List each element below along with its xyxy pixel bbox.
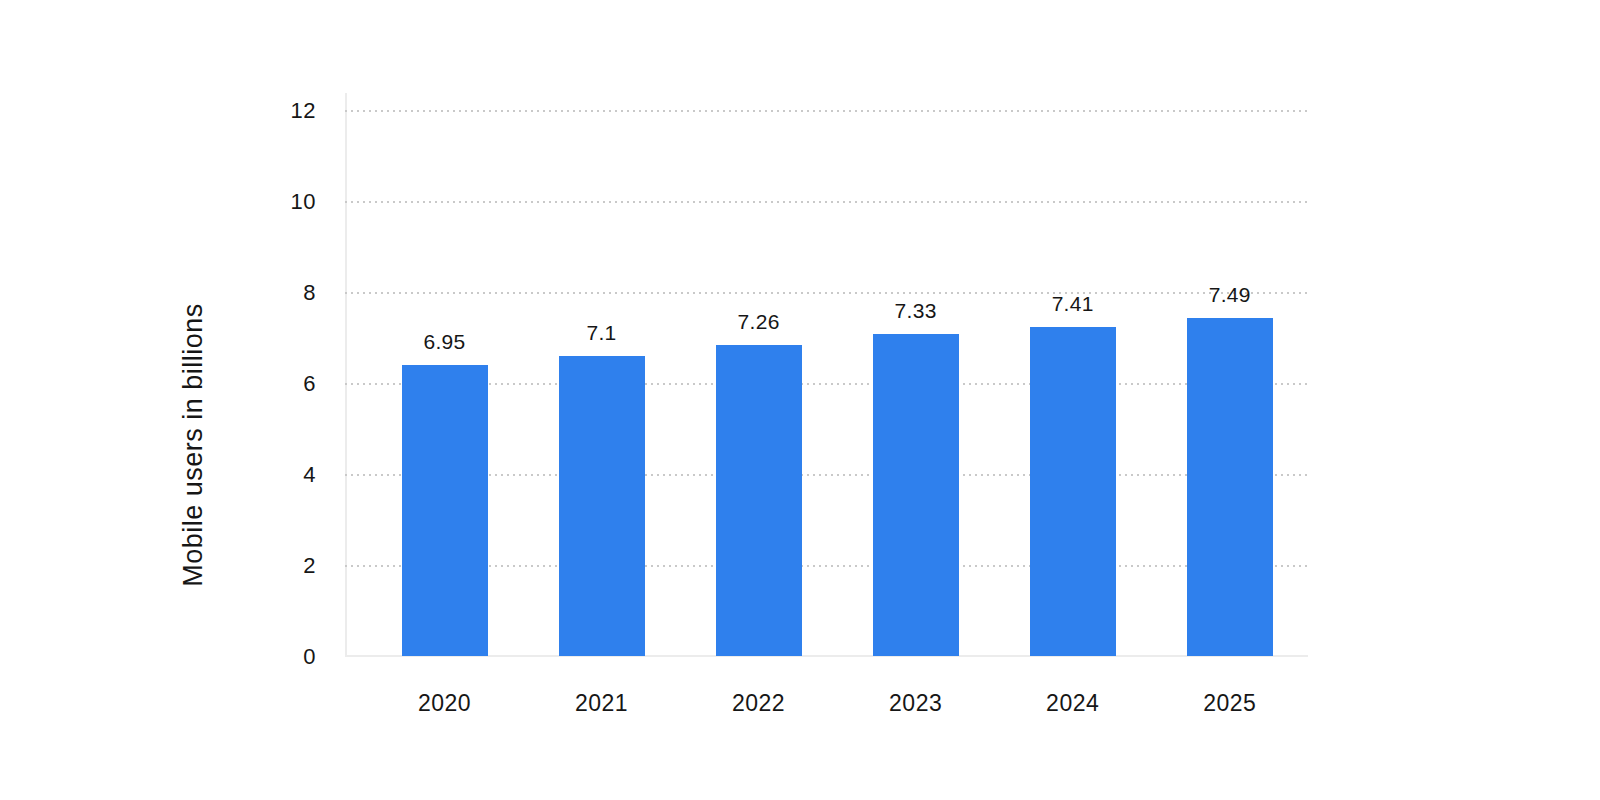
bar-2020 (402, 365, 488, 656)
x-tick-label-2021: 2021 (532, 689, 672, 717)
bar-2025 (1187, 318, 1273, 656)
bar-2024 (1030, 327, 1116, 656)
gridline-2 (345, 565, 1308, 567)
x-tick-label-2023: 2023 (846, 689, 986, 717)
y-tick-label-0: 0 (236, 644, 316, 670)
bar-2022 (716, 345, 802, 656)
gridline-4 (345, 474, 1308, 476)
y-tick-label-6: 6 (236, 371, 316, 397)
y-tick-label-4: 4 (236, 462, 316, 488)
bar-2023 (873, 334, 959, 656)
y-axis-line (345, 93, 347, 657)
y-tick-label-2: 2 (236, 553, 316, 579)
y-axis-title: Mobile users in billions (177, 145, 209, 745)
bar-2021 (559, 356, 645, 656)
x-tick-label-2020: 2020 (375, 689, 515, 717)
bar-value-label-2020: 6.95 (375, 329, 515, 355)
bar-value-label-2023: 7.33 (846, 298, 986, 324)
gridline-12 (345, 110, 1308, 112)
x-tick-label-2022: 2022 (689, 689, 829, 717)
bar-value-label-2025: 7.49 (1160, 282, 1300, 308)
x-tick-label-2024: 2024 (1003, 689, 1143, 717)
x-axis-line (345, 655, 1308, 657)
y-tick-label-10: 10 (236, 189, 316, 215)
y-tick-label-8: 8 (236, 280, 316, 306)
gridline-10 (345, 201, 1308, 203)
gridline-6 (345, 383, 1308, 385)
x-tick-label-2025: 2025 (1160, 689, 1300, 717)
y-tick-label-12: 12 (236, 98, 316, 124)
bar-chart: Mobile users in billions 0 2 4 6 8 10 12 6.95 7… (0, 0, 1600, 800)
bar-value-label-2022: 7.26 (689, 309, 829, 335)
bar-value-label-2024: 7.41 (1003, 291, 1143, 317)
bar-value-label-2021: 7.1 (532, 320, 672, 346)
